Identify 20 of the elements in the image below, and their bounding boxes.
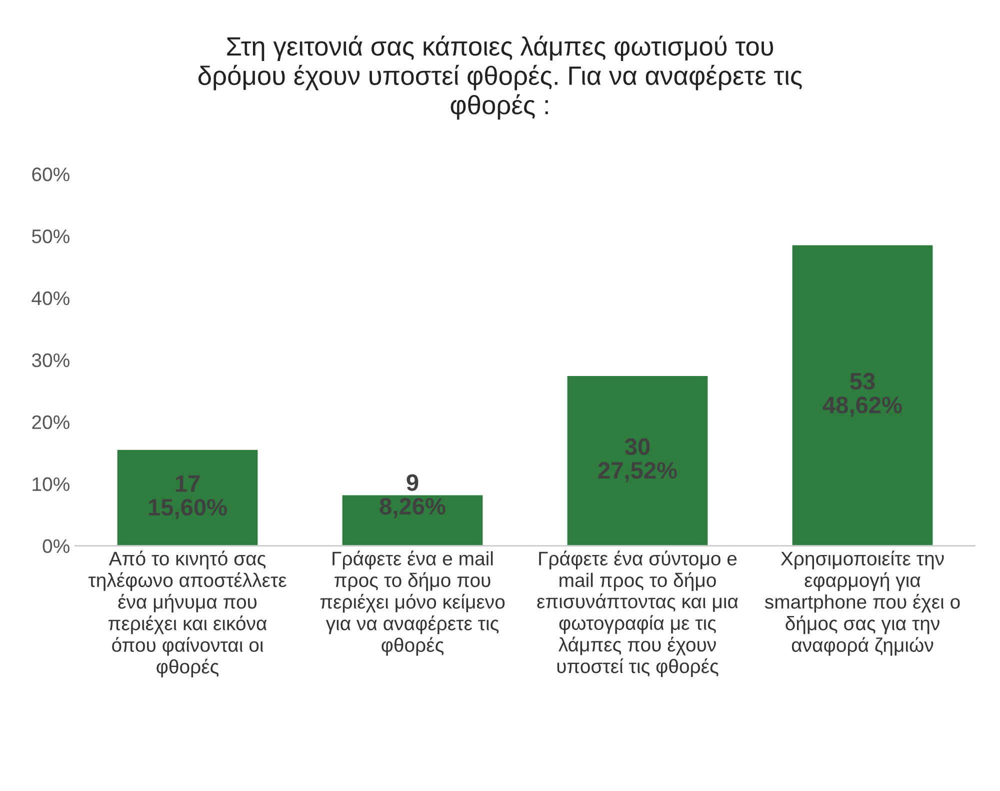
y-tick-label: 40% — [32, 291, 70, 306]
chart-title: Στη γειτονιά σας κάποιες λάμπες φωτισμού του δρόμου έχουν υποστεί φθορές. Για να αναφέρετε τις φθορές : — [198, 36, 802, 120]
x-tick-label: Γράφετε ένα σύντομο e mail προς το δήμο επισυνάπτοντας και μια φωτογραφία με τις λάμπες που έχουν υποστεί τις φθορές — [537, 550, 738, 678]
data-label: 17 15,60% — [148, 475, 227, 520]
bar — [340, 494, 484, 546]
y-tick-label: 60% — [32, 167, 70, 182]
bar — [566, 374, 710, 546]
x-tick-label: Γράφετε ένα e mail προς το δήμο που περιέχει μόνο κείμενο για να αναφέρετε τις φθορές — [320, 550, 505, 656]
bar — [790, 244, 934, 546]
y-tick-label: 10% — [32, 477, 70, 492]
x-tick-label: Από το κινητό σας τηλέφωνο αποστέλλετε ένα μήνυμα που περιέχει και εικόνα όπου φαίνονται οι φθορές — [88, 550, 286, 678]
x-tick-label: Χρησιμοποιείτε την εφαρμογή για smartphone που έχει ο δήμος σας για την αναφορά ζημιών — [764, 550, 960, 656]
data-label: 9 8,26% — [380, 474, 446, 518]
y-tick-label: 30% — [32, 353, 70, 368]
y-tick-label: 20% — [32, 415, 70, 430]
y-tick-label: 0% — [42, 539, 70, 554]
y-tick-label: 50% — [32, 229, 70, 244]
bar — [116, 448, 260, 546]
data-label: 53 48,62% — [822, 372, 902, 417]
data-label: 30 27,52% — [598, 438, 677, 482]
